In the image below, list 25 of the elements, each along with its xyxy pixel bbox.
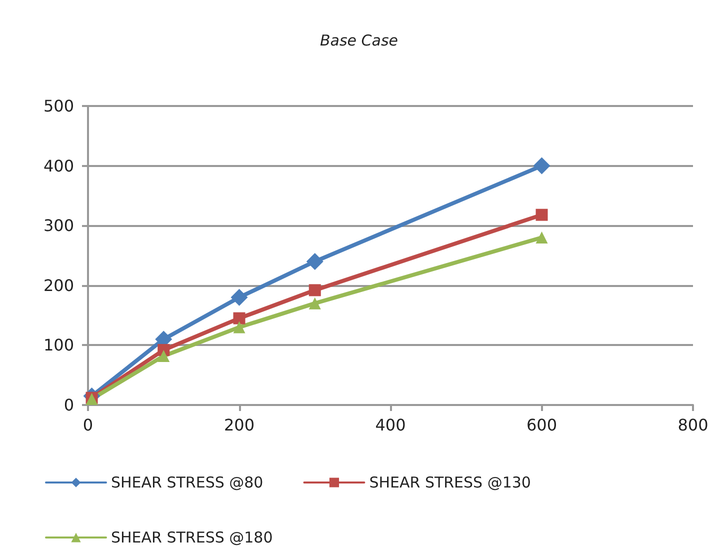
point <box>308 284 321 296</box>
x-tick-label: 800 <box>678 416 708 434</box>
legend-label: SHEAR STRESS @180 <box>111 528 273 546</box>
point <box>306 252 324 270</box>
point <box>233 312 246 324</box>
point <box>233 321 246 334</box>
chart-title: Base Case <box>320 32 398 50</box>
legend-label: SHEAR STRESS @80 <box>111 474 264 492</box>
point <box>533 157 550 174</box>
x-tick-label: 200 <box>224 416 255 434</box>
point <box>308 297 321 310</box>
y-tick-label: 100 <box>43 336 74 355</box>
point <box>158 350 170 362</box>
x-tick-label: 0 <box>82 416 94 434</box>
y-tick-label: 0 <box>64 396 74 414</box>
y-tick-label: 200 <box>43 276 74 295</box>
y-tick-label: 500 <box>43 96 74 116</box>
point <box>536 208 548 221</box>
y-tick-label: 400 <box>43 156 74 176</box>
x-tick-label: 600 <box>526 416 558 434</box>
legend-label: SHEAR STRESS @130 <box>369 474 531 492</box>
point <box>536 232 548 244</box>
y-tick-label: 300 <box>43 216 74 236</box>
x-tick-label: 400 <box>375 416 406 434</box>
point <box>230 288 248 306</box>
